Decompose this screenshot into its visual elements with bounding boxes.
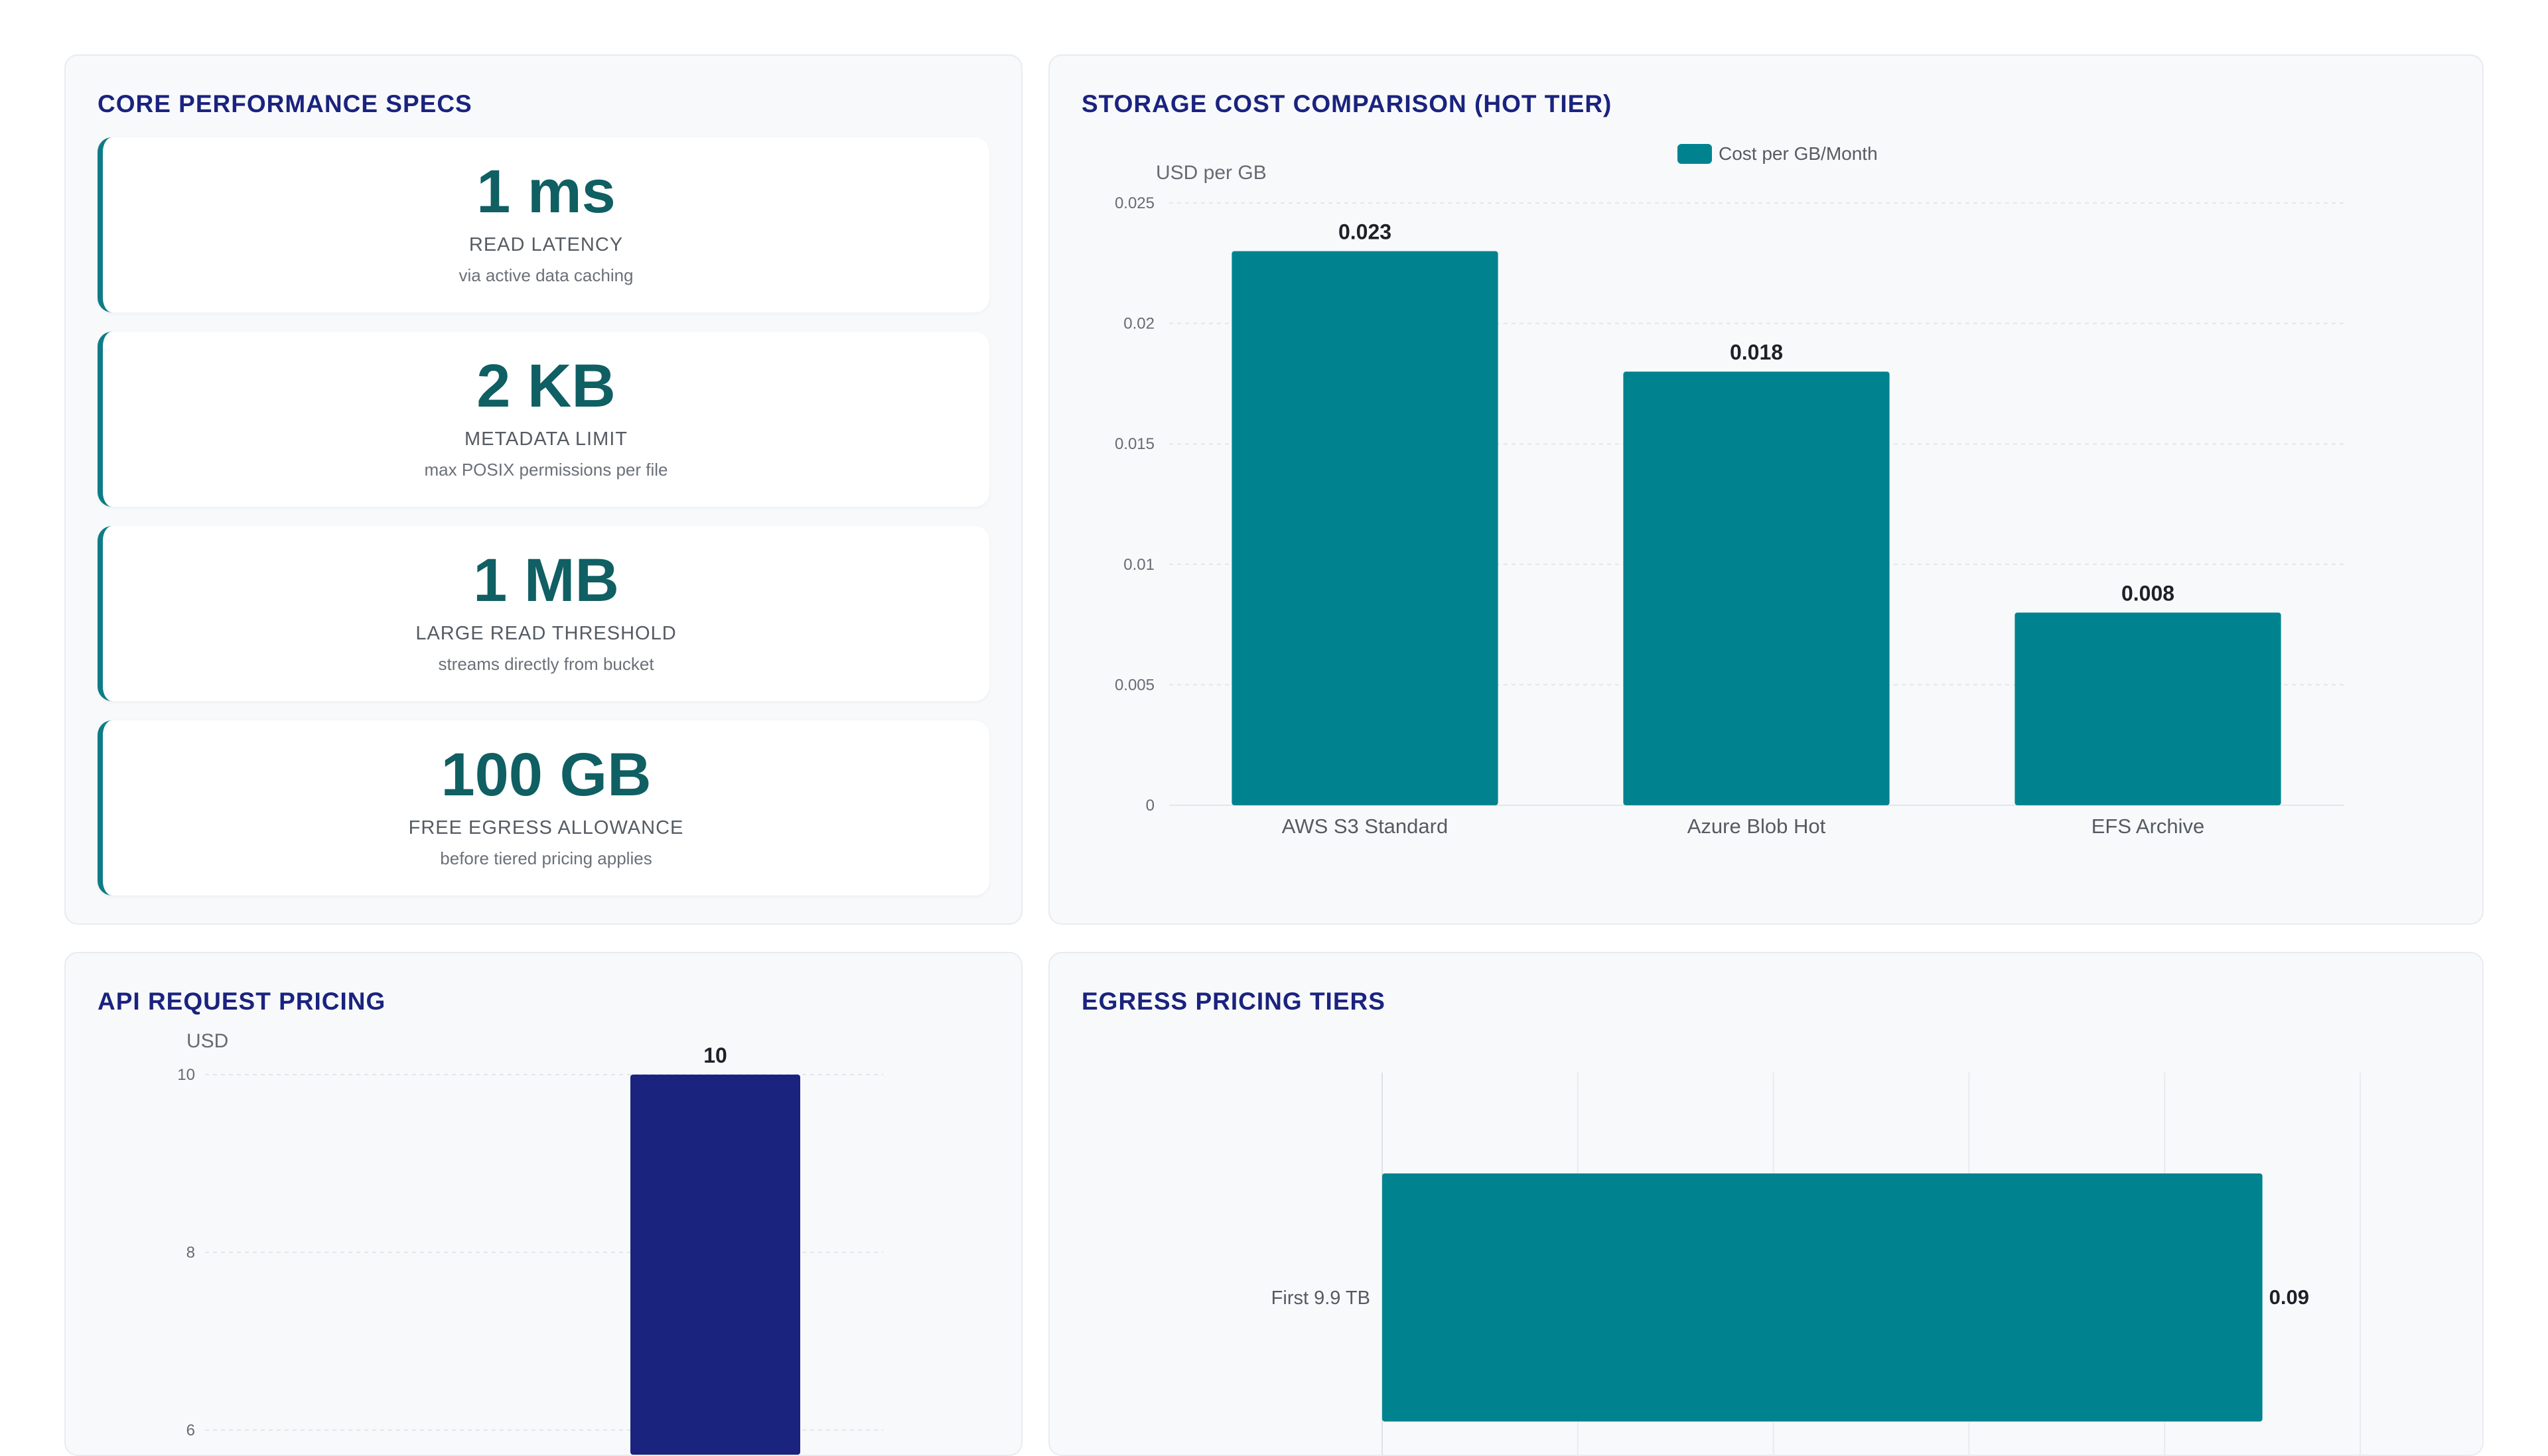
x-tick-label: Azure Blob Hot [1687, 815, 1826, 838]
spec-card-free-egress-allowance: 100 GB FREE EGRESS ALLOWANCE before tier… [98, 720, 989, 895]
bar-value-label: 0.008 [2121, 581, 2174, 605]
spec-card-large-read-threshold: 1 MB LARGE READ THRESHOLD streams direct… [98, 526, 989, 701]
bar [1623, 371, 1890, 805]
y-tick-label: 0.01 [1123, 556, 1155, 574]
spec-label: FREE EGRESS ALLOWANCE [408, 817, 684, 838]
spec-label: METADATA LIMIT [464, 429, 628, 450]
legend-swatch [1677, 144, 1712, 164]
panel-title: EGRESS PRICING TIERS [1082, 988, 1385, 1015]
api-pricing-chart: 6 8 10 USD 10 [177, 1030, 883, 1455]
egress-pricing-panel: EGRESS PRICING TIERS First 9.9 TB 0.09 [1048, 952, 2484, 1456]
spec-label: LARGE READ THRESHOLD [415, 623, 677, 644]
panel-title: API REQUEST PRICING [98, 988, 386, 1015]
panel-title: STORAGE COST COMPARISON (HOT TIER) [1082, 90, 1612, 117]
y-tick-label: 0.02 [1123, 315, 1155, 333]
api-request-pricing-panel: API REQUEST PRICING 6 8 10 USD 10 [64, 952, 1023, 1456]
legend-label: Cost per GB/Month [1719, 143, 1878, 164]
spec-card-read-latency: 1 ms READ LATENCY via active data cachin… [98, 137, 989, 312]
y-tick-label: 0.005 [1115, 676, 1155, 694]
spec-value: 2 KB [476, 352, 616, 420]
storage-cost-panel: STORAGE COST COMPARISON (HOT TIER) 0 0.00… [1048, 54, 2484, 925]
bar [2015, 612, 2281, 805]
spec-value: 100 GB [441, 741, 652, 809]
spec-card-metadata-limit: 2 KB METADATA LIMIT max POSIX permission… [98, 332, 989, 507]
spec-subtitle: via active data caching [459, 265, 634, 285]
egress-pricing-chart: First 9.9 TB 0.09 [1271, 1073, 2361, 1455]
bar-value-label: 0.023 [1338, 220, 1391, 244]
spec-value: 1 MB [473, 547, 619, 614]
bar-value-label: 0.018 [1730, 340, 1783, 364]
bar-value-label: 10 [703, 1043, 727, 1067]
bar-value-label: 0.09 [2269, 1286, 2309, 1309]
core-performance-specs-panel: CORE PERFORMANCE SPECS 1 ms READ LATENCY… [64, 54, 1023, 925]
y-tick-label: 0 [1146, 797, 1155, 815]
spec-subtitle: max POSIX permissions per file [424, 460, 668, 480]
bar [630, 1075, 800, 1455]
x-tick-label: EFS Archive [2091, 815, 2205, 838]
spec-value: 1 ms [476, 158, 616, 226]
y-tick-label: 0.015 [1115, 435, 1155, 453]
bar [1382, 1173, 2263, 1422]
y-axis-label: USD [186, 1030, 228, 1052]
spec-label: READ LATENCY [468, 234, 624, 255]
spec-subtitle: before tiered pricing applies [440, 848, 652, 868]
bar [1232, 251, 1498, 805]
y-axis-label: USD per GB [1156, 162, 1267, 184]
y-tick-label: 8 [186, 1244, 195, 1262]
y-tick-label: 10 [177, 1066, 195, 1084]
x-tick-label: AWS S3 Standard [1282, 815, 1448, 838]
panel-title: CORE PERFORMANCE SPECS [98, 90, 472, 117]
y-tick-label: 0.025 [1115, 194, 1155, 212]
y-tick-label: First 9.9 TB [1271, 1288, 1370, 1309]
y-tick-label: 6 [186, 1422, 195, 1439]
spec-subtitle: streams directly from bucket [438, 654, 654, 674]
